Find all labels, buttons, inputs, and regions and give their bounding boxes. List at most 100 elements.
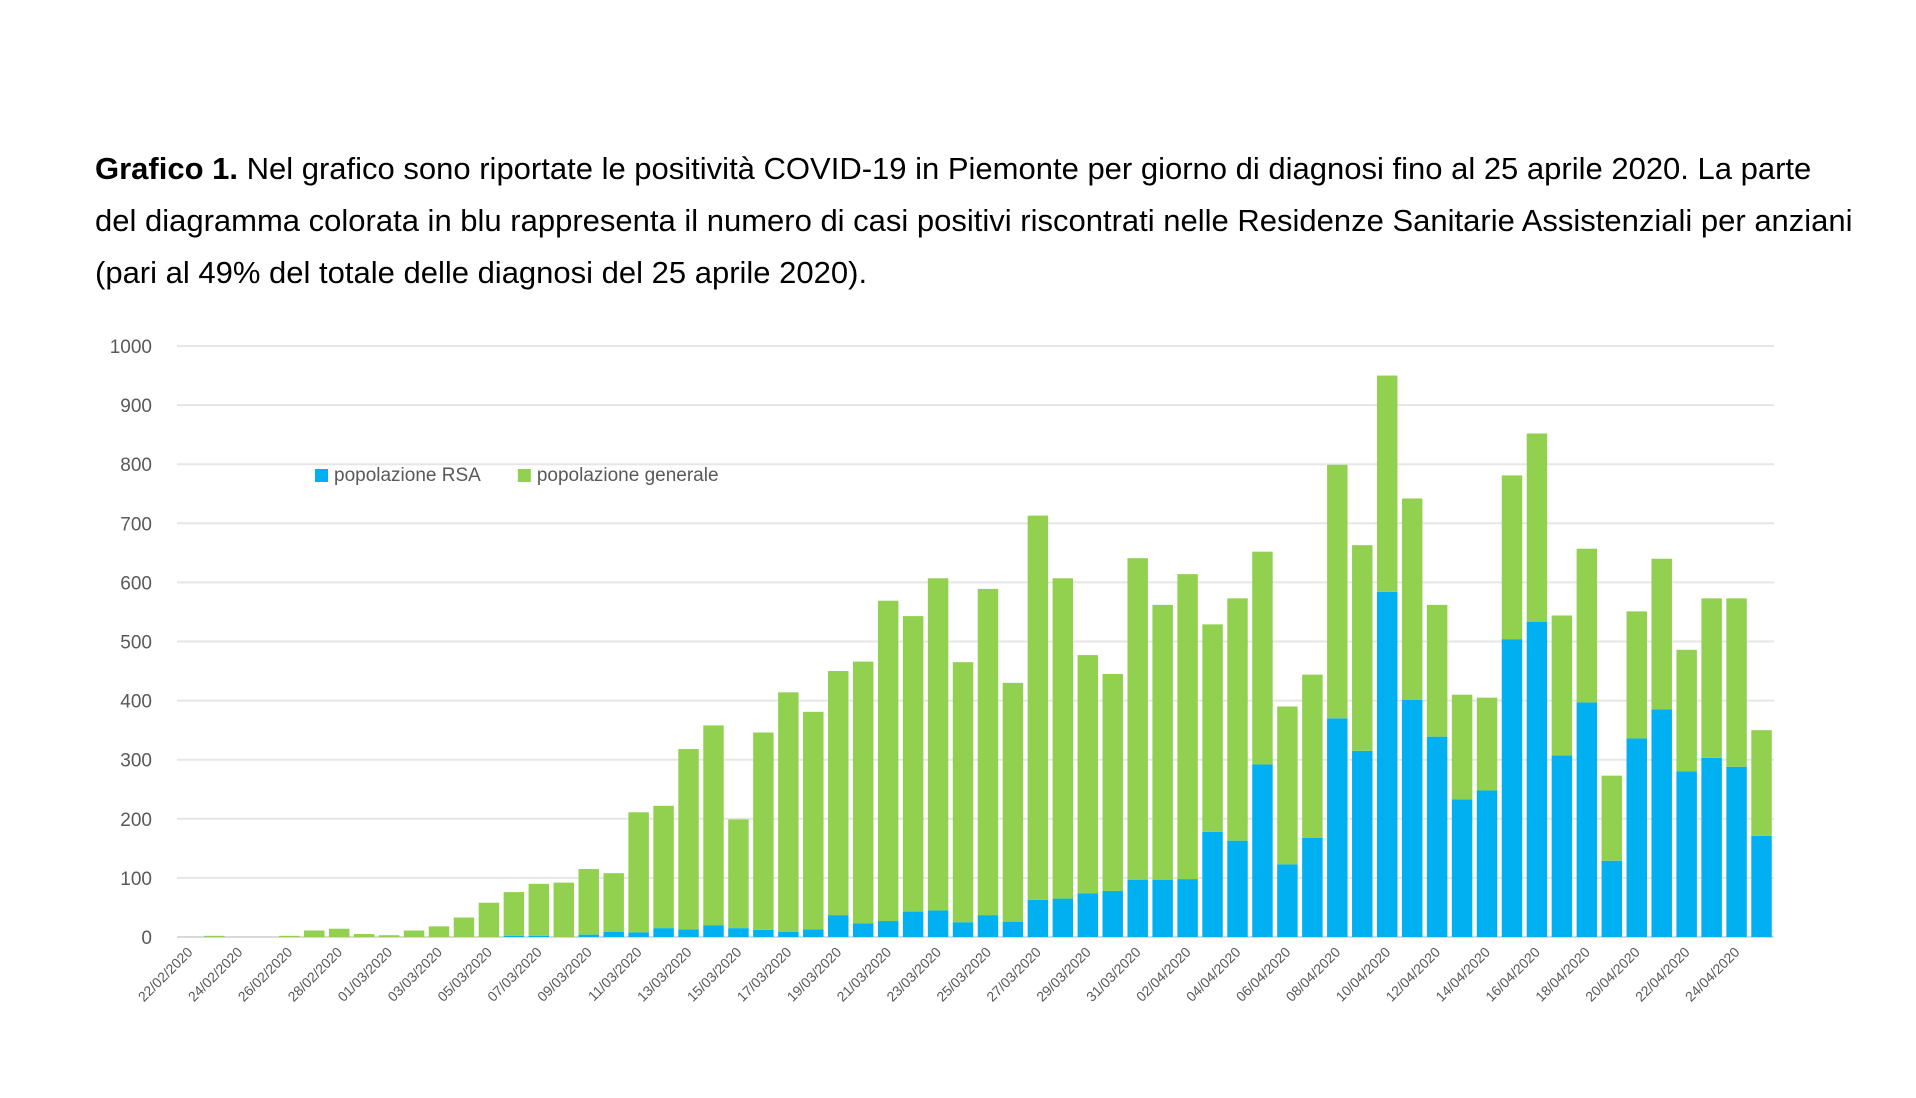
chart-caption: Grafico 1. Nel grafico sono riportate le… <box>95 143 1855 299</box>
bar-rsa <box>678 929 699 937</box>
bar-generale <box>1002 682 1024 922</box>
bar-generale <box>828 671 849 916</box>
bar-generale <box>1302 674 1323 838</box>
bar-generale <box>1476 697 1498 791</box>
bar-generale <box>1027 515 1049 900</box>
y-tick-label: 800 <box>120 455 152 476</box>
bar-generale <box>1202 624 1223 832</box>
bar-generale <box>353 934 375 937</box>
bar-generale <box>1551 615 1573 756</box>
y-tick-label: 200 <box>120 810 152 831</box>
bar-rsa <box>927 910 949 937</box>
bar-rsa <box>703 925 724 937</box>
bar-rsa <box>603 931 624 937</box>
bar-generale <box>703 725 724 926</box>
bar-generale <box>1152 604 1173 880</box>
bar-generale <box>952 662 974 923</box>
bar-rsa <box>852 923 874 937</box>
bar-rsa <box>1726 766 1747 937</box>
bar-rsa <box>778 931 799 937</box>
bar-rsa <box>503 935 525 937</box>
bar-generale <box>578 869 599 935</box>
bar-generale <box>279 935 300 937</box>
bar-rsa <box>1376 591 1398 937</box>
bar-rsa <box>877 921 899 937</box>
bar-rsa <box>1302 837 1323 937</box>
y-tick-label: 700 <box>120 514 152 535</box>
bar-generale <box>1376 375 1398 592</box>
bar-rsa <box>1526 621 1548 937</box>
bar-generale <box>453 917 475 937</box>
bar-generale <box>478 902 500 937</box>
bar-rsa <box>1501 639 1523 937</box>
bar-generale <box>204 935 225 937</box>
bar-generale <box>902 616 924 912</box>
y-tick-label: 400 <box>120 692 152 713</box>
bar-generale <box>1177 574 1198 880</box>
bar-rsa <box>1401 700 1423 937</box>
legend-swatch <box>315 469 328 482</box>
bar-generale <box>1626 611 1647 739</box>
y-tick-label: 1000 <box>110 337 152 358</box>
y-tick-label: 0 <box>141 928 152 949</box>
y-tick-label: 100 <box>120 869 152 890</box>
bar-generale <box>927 578 949 911</box>
bar-generale <box>1277 706 1298 865</box>
legend-label: popolazione RSA <box>334 465 481 486</box>
bar-generale <box>1451 694 1473 800</box>
bar-generale <box>503 892 525 936</box>
bar-rsa <box>1626 738 1647 937</box>
bar-rsa <box>902 911 924 937</box>
legend-swatch <box>517 469 531 482</box>
bar-rsa <box>1701 757 1722 937</box>
bar-generale <box>603 873 624 932</box>
bar-generale <box>1651 558 1672 710</box>
bar-generale <box>1077 655 1099 894</box>
bar-generale <box>1352 545 1373 751</box>
bar-generale <box>1227 598 1248 841</box>
bar-rsa <box>1451 799 1473 937</box>
bar-rsa <box>1551 755 1573 937</box>
bar-rsa <box>628 932 649 937</box>
bar-rsa <box>1277 864 1298 937</box>
bar-rsa <box>578 934 599 937</box>
bar-generale <box>1252 551 1273 765</box>
bar-generale <box>328 928 350 937</box>
bar-generale <box>1501 475 1523 640</box>
bar-generale <box>778 692 799 932</box>
bar-generale <box>1701 598 1722 758</box>
bar-generale <box>428 926 450 937</box>
bar-generale <box>628 812 649 933</box>
bar-rsa <box>528 935 550 937</box>
bar-generale <box>728 819 749 929</box>
bar-rsa <box>1476 790 1498 937</box>
bar-rsa <box>1002 921 1024 937</box>
x-tick-label: 09/03/2020 <box>534 944 595 1005</box>
bar-generale <box>378 935 400 937</box>
bar-rsa <box>1027 899 1049 937</box>
bar-generale <box>1576 548 1598 703</box>
bar-generale <box>852 661 874 924</box>
bar-rsa <box>1127 879 1148 937</box>
bar-generale <box>1526 433 1548 622</box>
bar-generale <box>304 930 325 937</box>
bar-rsa <box>1102 890 1123 937</box>
y-tick-label: 300 <box>120 751 152 772</box>
bar-rsa <box>1751 835 1772 937</box>
y-tick-label: 600 <box>120 573 152 594</box>
bar-generale <box>1102 674 1123 891</box>
bar-generale <box>1601 775 1623 861</box>
bar-generale <box>678 749 699 930</box>
bar-rsa <box>1676 771 1697 937</box>
bar-rsa <box>1426 736 1448 937</box>
bar-rsa <box>1177 879 1198 937</box>
bar-rsa <box>977 915 999 937</box>
bar-rsa <box>753 929 774 937</box>
bar-generale <box>653 805 674 929</box>
caption-text: Nel grafico sono riportate le positività… <box>95 151 1853 290</box>
bar-rsa <box>1252 764 1273 937</box>
bar-rsa <box>1352 750 1373 937</box>
bar-rsa <box>728 928 749 937</box>
legend-label: popolazione generale <box>537 465 719 486</box>
